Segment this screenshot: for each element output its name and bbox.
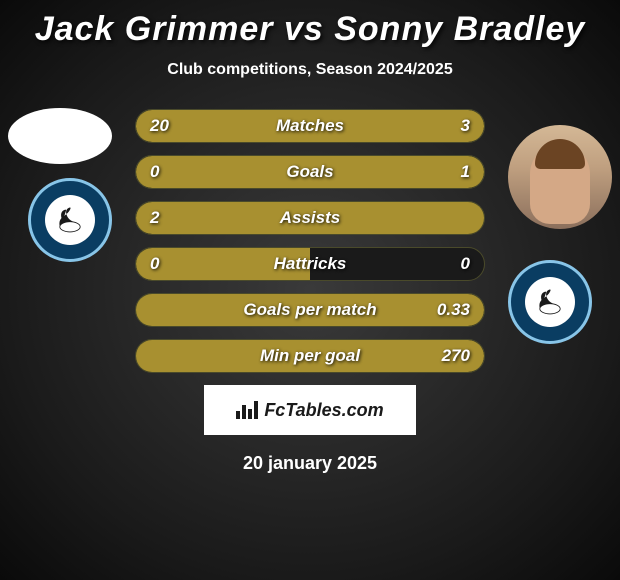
chart-icon xyxy=(236,401,258,419)
stat-row: Min per goal270 xyxy=(135,339,485,373)
swan-icon xyxy=(53,203,87,237)
stat-label: Goals xyxy=(136,156,484,188)
stat-label: Assists xyxy=(136,202,484,234)
stat-value-right: 0 xyxy=(461,248,470,280)
stat-row: 20Matches3 xyxy=(135,109,485,143)
stat-row: 2Assists xyxy=(135,201,485,235)
player1-photo xyxy=(8,108,112,164)
stat-row: Goals per match0.33 xyxy=(135,293,485,327)
stat-value-right: 3 xyxy=(461,110,470,142)
swan-icon xyxy=(533,285,567,319)
stat-row: 0Goals1 xyxy=(135,155,485,189)
stat-value-right: 270 xyxy=(442,340,470,372)
stat-label: Goals per match xyxy=(136,294,484,326)
subtitle: Club competitions, Season 2024/2025 xyxy=(0,61,620,79)
player1-club-badge xyxy=(28,178,112,262)
stat-value-right: 1 xyxy=(461,156,470,188)
date-label: 20 january 2025 xyxy=(0,453,620,474)
attribution-badge: FcTables.com xyxy=(204,385,416,435)
attribution-text: FcTables.com xyxy=(264,400,383,421)
stat-label: Matches xyxy=(136,110,484,142)
player2-photo xyxy=(508,125,612,229)
stat-value-right: 0.33 xyxy=(437,294,470,326)
stat-label: Hattricks xyxy=(136,248,484,280)
stat-label: Min per goal xyxy=(136,340,484,372)
stats-container: 20Matches30Goals12Assists0Hattricks0Goal… xyxy=(135,109,485,373)
player2-club-badge xyxy=(508,260,592,344)
page-title: Jack Grimmer vs Sonny Bradley xyxy=(0,10,620,49)
comparison-infographic: Jack Grimmer vs Sonny Bradley Club compe… xyxy=(0,0,620,580)
stat-row: 0Hattricks0 xyxy=(135,247,485,281)
